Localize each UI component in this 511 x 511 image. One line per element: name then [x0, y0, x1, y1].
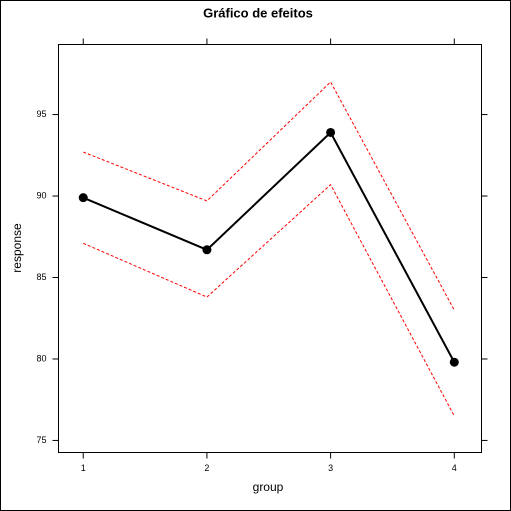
- effect-line: [82, 130, 456, 363]
- effect-point: [449, 357, 459, 367]
- x-tick-label: 3: [328, 463, 333, 473]
- y-tick-label: 95: [36, 109, 46, 119]
- y-axis-label: response: [10, 223, 24, 273]
- y-tick-label: 90: [36, 190, 46, 200]
- y-tick-label: 85: [36, 272, 46, 282]
- x-tick-label: 4: [452, 463, 457, 473]
- chart-title: Gráfico de efeitos: [203, 5, 313, 20]
- x-axis-label: group: [253, 480, 284, 494]
- confidence-line: [83, 81, 455, 311]
- y-tick-label: 75: [36, 435, 46, 445]
- y-tick-label: 80: [36, 353, 46, 363]
- x-tick-label: 2: [204, 463, 209, 473]
- confidence-line: [83, 183, 455, 417]
- x-tick-label: 1: [81, 463, 86, 473]
- effect-point: [78, 193, 88, 203]
- effect-point: [202, 245, 212, 255]
- panel-border: [58, 44, 482, 453]
- effect-point: [326, 127, 336, 137]
